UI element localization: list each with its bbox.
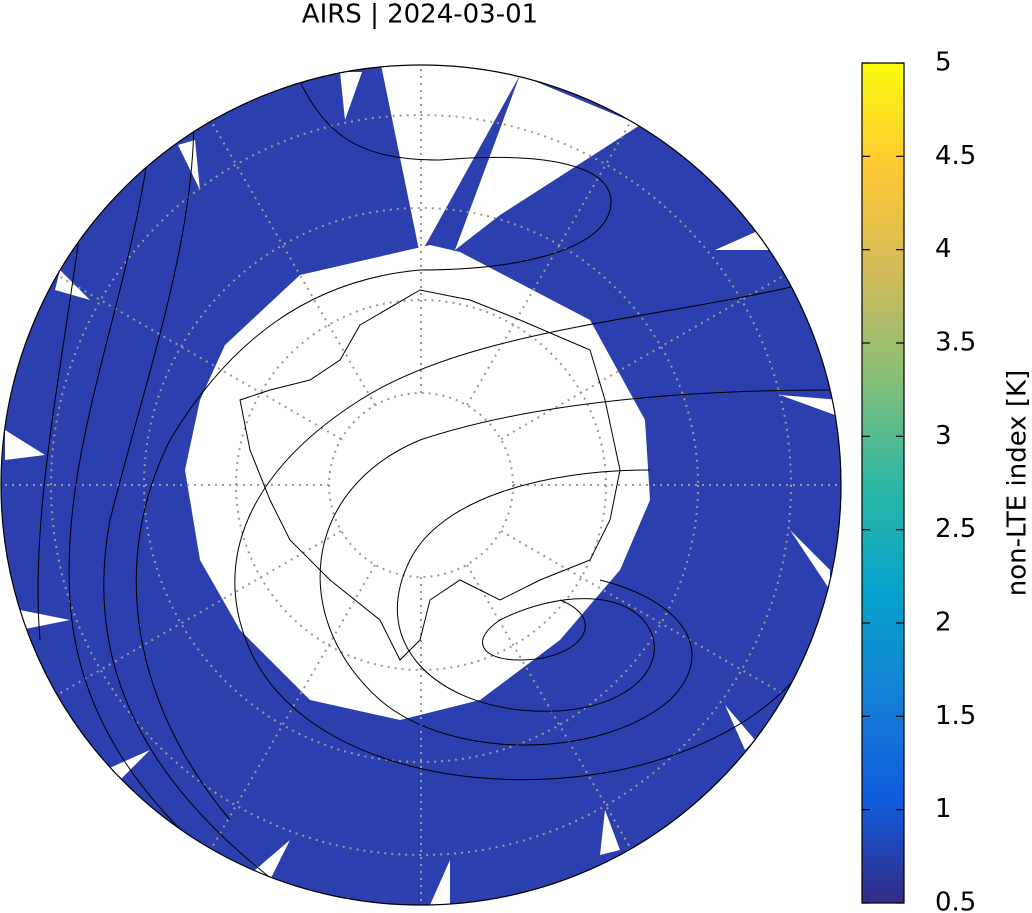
colorbar-tick-label: 4.5 — [935, 141, 976, 171]
colorbar-tick-label: 2 — [935, 608, 952, 638]
colorbar-tick-label: 2.5 — [935, 514, 976, 544]
colorbar-tick-label: 1 — [935, 794, 952, 824]
colorbar-label: non-LTE index [K] — [1003, 370, 1032, 596]
graticule — [1, 65, 841, 905]
colorbar-tick-label: 5 — [935, 48, 952, 78]
colorbar-tick-label: 4 — [935, 234, 952, 264]
colorbar-tick-label: 1.5 — [935, 701, 976, 731]
map — [1, 65, 841, 905]
map-title: AIRS | 2024-03-01 — [302, 0, 538, 30]
colorbar-tick-label: 0.5 — [935, 888, 976, 913]
data-gap — [185, 245, 650, 720]
colorbar — [861, 62, 905, 904]
colorbar-tick-label: 3.5 — [935, 328, 976, 358]
map-frame — [0, 64, 842, 906]
colorbar-tick-label: 3 — [935, 421, 952, 451]
coastline — [239, 289, 621, 661]
